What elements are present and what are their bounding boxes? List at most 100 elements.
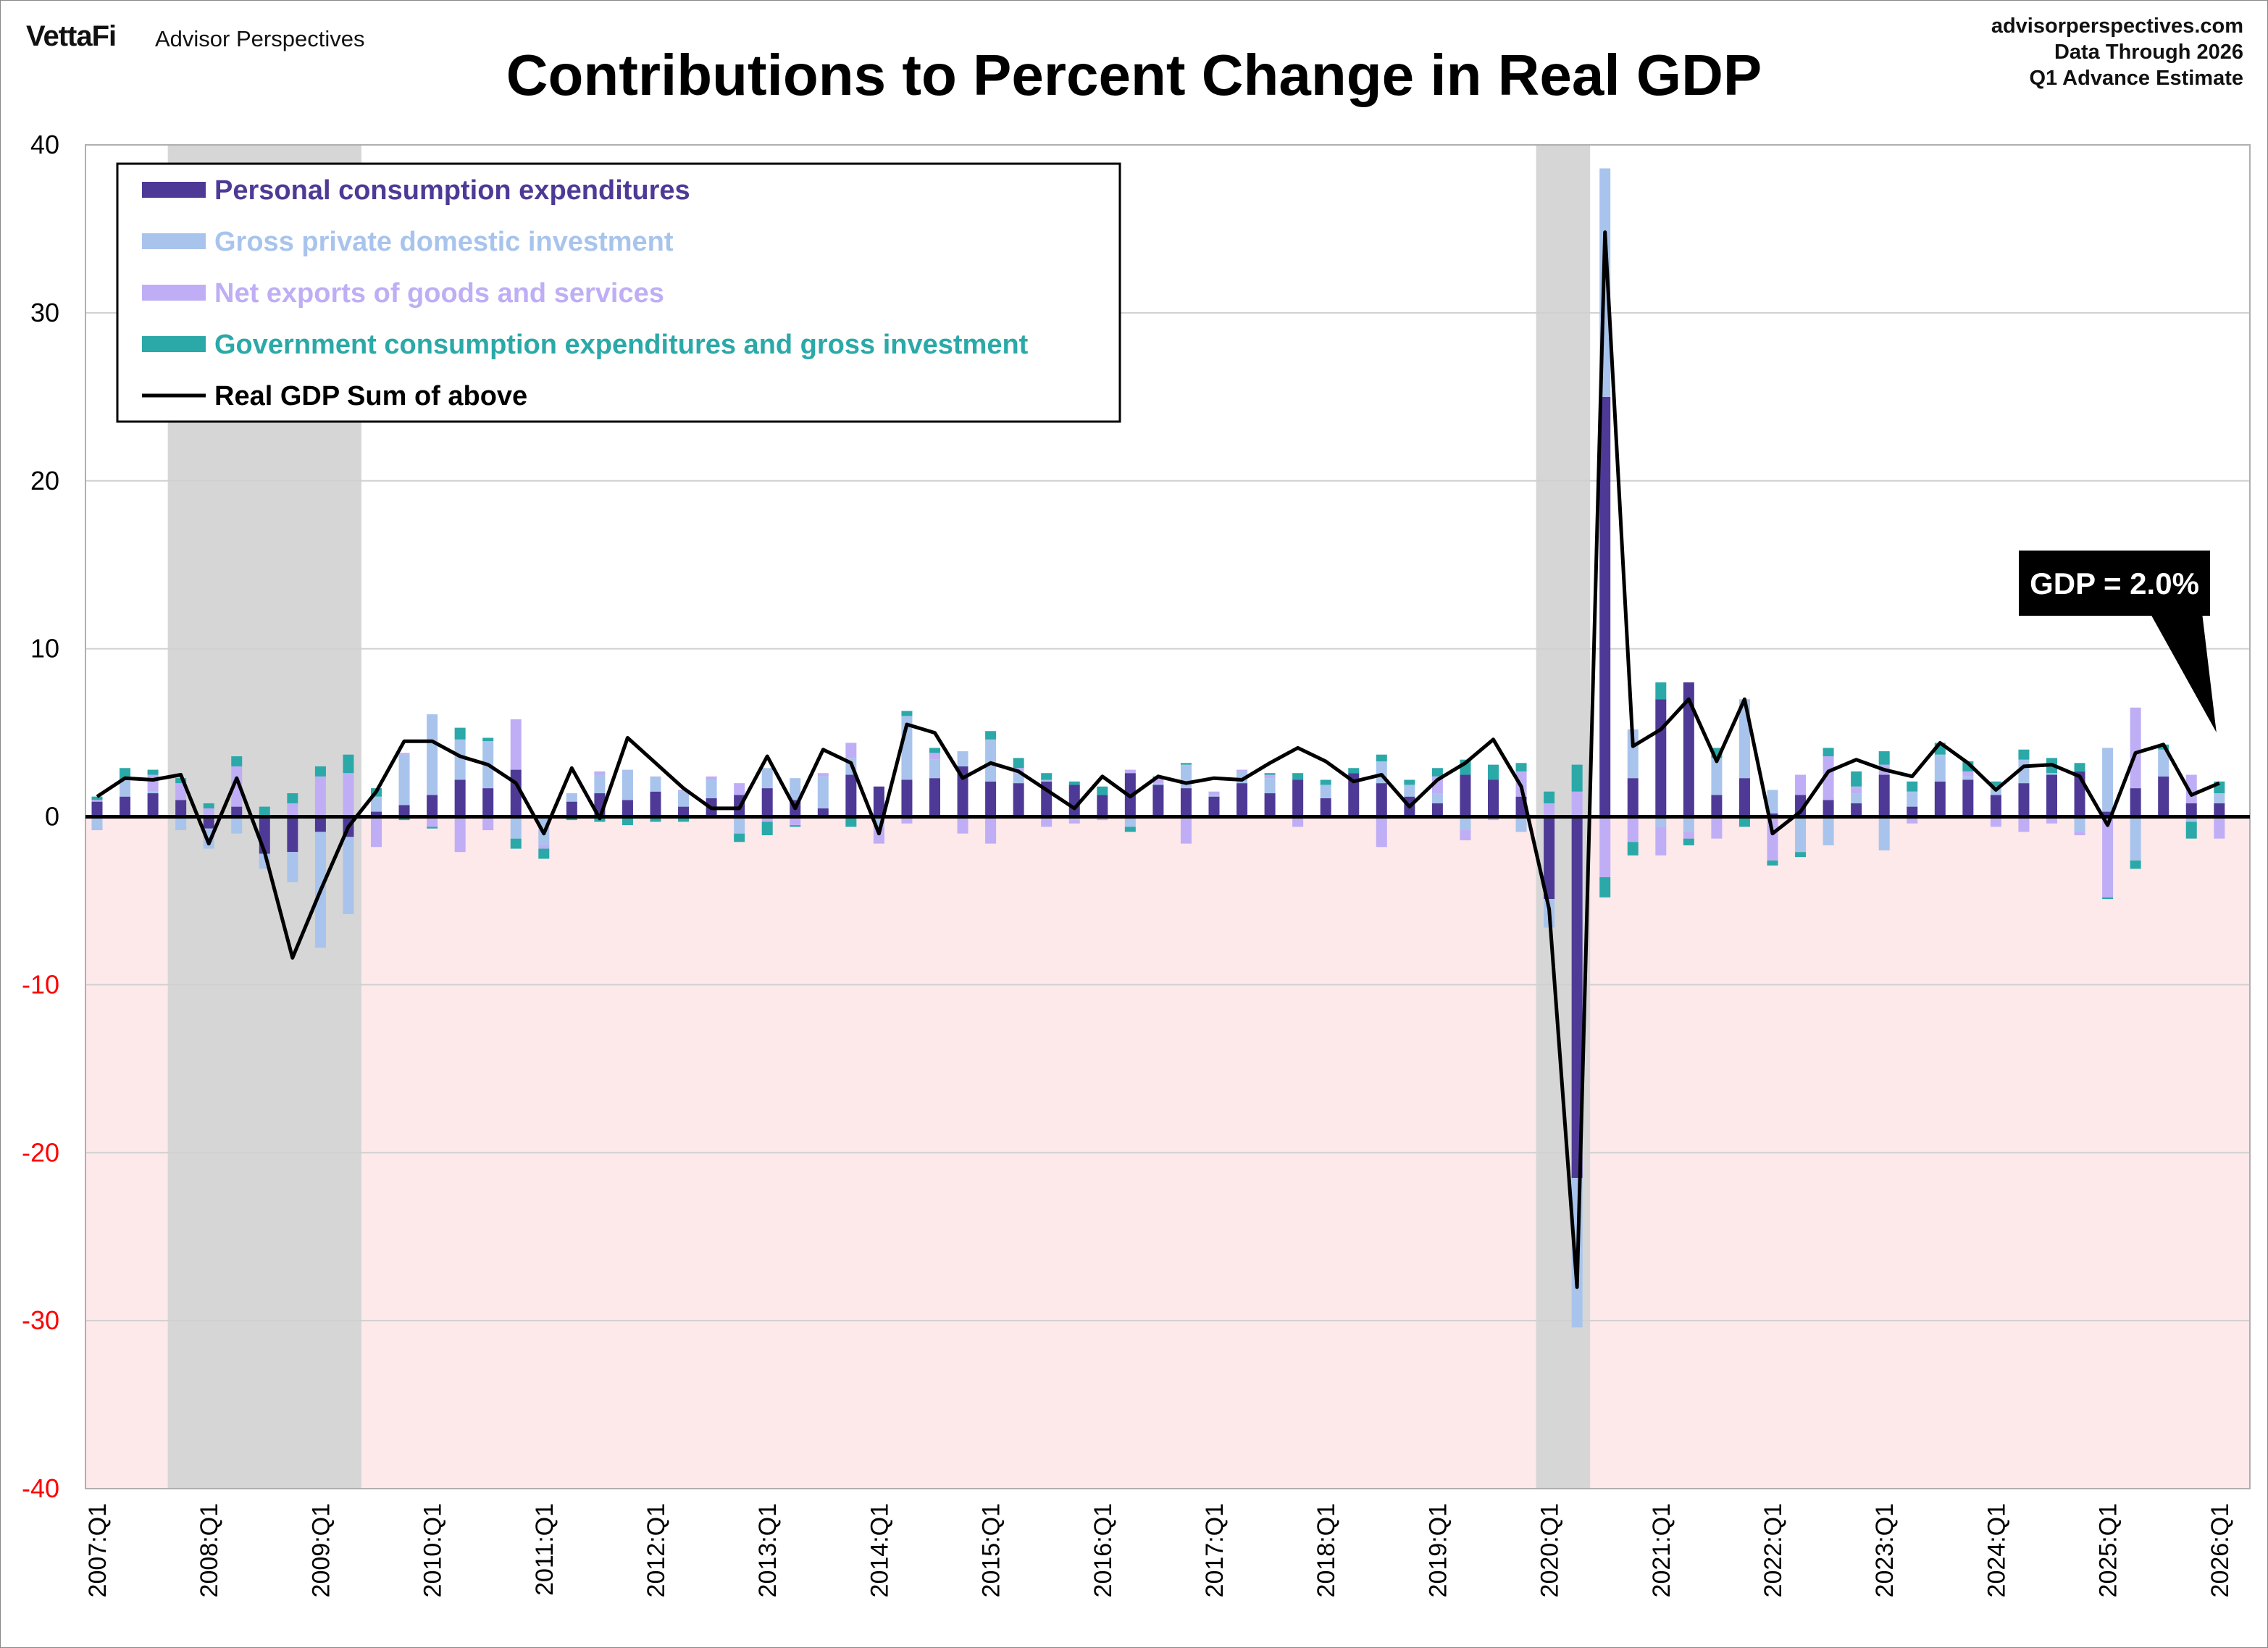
bar-investment-2015:Q1 [985, 739, 997, 782]
bar-pce-2023:Q2 [1907, 806, 1918, 817]
bar-investment-2010:Q1 [427, 714, 438, 795]
bar-government-2025:Q4 [2185, 821, 2197, 839]
bar-investment-2019:Q4 [1515, 816, 1527, 832]
bar-investment-2016:Q2 [1124, 816, 1136, 827]
bar-net_exports-2015:Q1 [985, 816, 997, 844]
y-tick-label: -40 [22, 1473, 59, 1503]
bar-investment-2023:Q4 [1962, 776, 1974, 780]
bar-government-2010:Q3 [482, 737, 494, 742]
bar-pce-2008:Q2 [231, 806, 243, 817]
bar-government-2017:Q4 [1292, 773, 1304, 780]
bar-net_exports-2021:Q1 [1655, 827, 1667, 856]
bar-government-2021:Q4 [1738, 818, 1750, 827]
bar-pce-2015:Q2 [1013, 783, 1024, 817]
bar-net_exports-2016:Q2 [1124, 769, 1136, 774]
bar-net_exports-2009:Q4 [398, 753, 410, 755]
bar-net_exports-2024:Q4 [2074, 832, 2085, 836]
bar-investment-2017:Q1 [1208, 795, 1220, 797]
chart-title: Contributions to Percent Change in Real … [506, 43, 1762, 107]
bar-net_exports-2022:Q3 [1823, 756, 1834, 800]
source-estimate: Q1 Advance Estimate [2029, 67, 2244, 90]
bar-net_exports-2007:Q1 [91, 800, 103, 802]
bar-government-2018:Q2 [1348, 768, 1360, 774]
bar-pce-2017:Q3 [1264, 793, 1276, 817]
bar-investment-2012:Q3 [706, 779, 717, 798]
x-tick-label: 2018:Q1 [1313, 1503, 1340, 1597]
bar-pce-2026:Q1 [2214, 803, 2225, 817]
bar-pce-2018:Q3 [1376, 783, 1387, 817]
bar-pce-2018:Q1 [1320, 798, 1331, 817]
bar-government-2025:Q1 [2102, 897, 2114, 900]
bar-investment-2021:Q2 [1683, 816, 1694, 832]
bar-investment-2023:Q3 [1934, 754, 1946, 782]
bar-net_exports-2013:Q4 [845, 743, 857, 758]
bar-government-2007:Q4 [175, 778, 187, 784]
bar-investment-2012:Q1 [650, 776, 661, 792]
bar-net_exports-2024:Q2 [2018, 816, 2030, 832]
bar-pce-2020:Q4 [1627, 778, 1639, 817]
bar-government-2018:Q3 [1376, 754, 1387, 761]
bar-pce-2025:Q1 [2102, 811, 2114, 817]
bar-net_exports-2021:Q2 [1683, 832, 1694, 839]
bar-pce-2016:Q1 [1097, 795, 1108, 817]
bar-pce-2015:Q1 [985, 781, 997, 817]
bar-investment-2025:Q2 [2130, 816, 2141, 861]
bar-investment-2023:Q2 [1907, 791, 1918, 807]
bar-investment-2022:Q3 [1823, 816, 1834, 845]
bar-government-2022:Q4 [1851, 771, 1862, 787]
legend-label-net_exports: Net exports of goods and services [214, 278, 664, 309]
x-tick-label: 2016:Q1 [1089, 1503, 1117, 1597]
bar-pce-2019:Q1 [1431, 803, 1443, 817]
bar-investment-2025:Q3 [2158, 749, 2169, 777]
bar-government-2013:Q2 [790, 825, 801, 827]
y-tick-label: 10 [30, 634, 59, 664]
bar-net_exports-2022:Q4 [1851, 786, 1862, 794]
bar-net_exports-2017:Q2 [1236, 769, 1248, 771]
bar-net_exports-2018:Q3 [1376, 816, 1387, 848]
source-site: advisorperspectives.com [1991, 14, 2243, 38]
bar-investment-2010:Q4 [510, 816, 522, 839]
bar-net_exports-2010:Q2 [454, 816, 466, 853]
bar-investment-2011:Q3 [594, 774, 606, 794]
bar-net_exports-2010:Q3 [482, 816, 494, 831]
bar-net_exports-2009:Q2 [343, 773, 354, 817]
bar-net_exports-2014:Q4 [957, 816, 968, 834]
bar-net_exports-2008:Q2 [231, 766, 243, 807]
bar-government-2012:Q4 [734, 833, 745, 842]
y-tick-label: 20 [30, 466, 59, 495]
bar-pce-2019:Q3 [1488, 779, 1499, 817]
bar-investment-2019:Q2 [1460, 816, 1471, 831]
legend-swatch-investment [142, 233, 206, 249]
bar-government-2009:Q2 [343, 754, 354, 774]
bar-investment-2022:Q2 [1795, 816, 1807, 853]
bar-government-2010:Q2 [454, 727, 466, 740]
bar-government-2015:Q4 [1068, 781, 1080, 785]
x-tick-label: 2010:Q1 [419, 1503, 447, 1597]
source-data-through: Data Through 2026 [2054, 41, 2243, 64]
bar-government-2007:Q3 [147, 769, 159, 775]
bar-government-2020:Q4 [1627, 842, 1639, 856]
bar-government-2014:Q3 [929, 748, 940, 753]
bar-pce-2007:Q3 [147, 793, 159, 817]
bar-investment-2013:Q2 [790, 778, 801, 800]
bar-net_exports-2010:Q4 [510, 719, 522, 770]
bar-pce-2023:Q4 [1962, 779, 1974, 817]
bar-pce-2025:Q4 [2185, 803, 2197, 817]
x-tick-label: 2013:Q1 [754, 1503, 782, 1597]
x-tick-label: 2023:Q1 [1871, 1503, 1899, 1597]
bar-government-2011:Q4 [622, 818, 633, 826]
bar-investment-2009:Q2 [343, 837, 354, 914]
bar-net_exports-2011:Q1 [538, 845, 550, 849]
bar-pce-2007:Q1 [91, 801, 103, 817]
bar-investment-2014:Q4 [957, 751, 968, 766]
bar-investment-2022:Q1 [1767, 790, 1778, 813]
bar-pce-2020:Q3 [1599, 396, 1611, 817]
bar-government-2015:Q3 [1041, 773, 1053, 780]
bar-net_exports-2019:Q2 [1460, 830, 1471, 840]
bar-investment-2021:Q1 [1655, 816, 1667, 827]
y-tick-label: -30 [22, 1305, 59, 1335]
x-tick-label: 2020:Q1 [1536, 1503, 1564, 1597]
bar-government-2017:Q3 [1264, 773, 1276, 775]
x-tick-label: 2024:Q1 [1983, 1503, 2010, 1597]
